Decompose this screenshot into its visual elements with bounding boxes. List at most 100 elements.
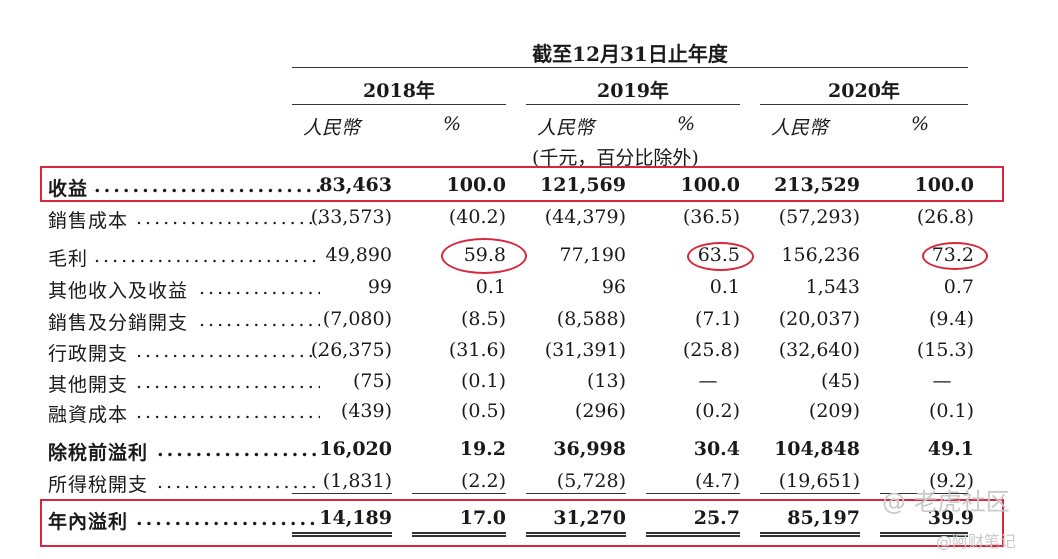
percent-label-2020: % bbox=[911, 113, 930, 135]
year-underline-2019 bbox=[526, 104, 740, 105]
row-value-col3: (4.7) bbox=[694, 470, 740, 492]
row-value-col0: 99 bbox=[367, 276, 392, 298]
leader-dots: ............................. bbox=[94, 245, 320, 267]
row-value-col3: — bbox=[698, 370, 718, 392]
row-value-col2: (31,391) bbox=[544, 339, 626, 361]
row-value-col0: 14,189 bbox=[319, 507, 392, 529]
row-value-col3: 25.7 bbox=[693, 507, 740, 529]
currency-label-2020: 人民幣 bbox=[771, 117, 829, 139]
total-double-line-0 bbox=[292, 532, 392, 537]
row-value-col5: 100.0 bbox=[914, 174, 975, 196]
leader-dots: ............................. bbox=[157, 471, 320, 493]
row-value-col1: 17.0 bbox=[459, 507, 506, 529]
total-double-line-4 bbox=[760, 532, 860, 537]
row-value-col2: (5,728) bbox=[556, 470, 626, 492]
row-value-col1: (31.6) bbox=[448, 339, 506, 361]
highlight-oval-margin-2018 bbox=[441, 238, 527, 274]
row-value-col1: 19.2 bbox=[459, 438, 506, 460]
row-value-col2: (8,588) bbox=[556, 308, 626, 330]
row-value-col3: 100.0 bbox=[680, 174, 741, 196]
leader-dots: ............................. bbox=[136, 340, 320, 362]
row-value-col5: 39.9 bbox=[927, 507, 974, 529]
row-value-col0: (26,375) bbox=[310, 339, 392, 361]
row-label: 其他收入及收益 bbox=[48, 280, 189, 302]
row-value-col2: (296) bbox=[574, 400, 626, 422]
row-value-col3: 0.1 bbox=[709, 276, 740, 298]
watermark-author: @阿财笔记 bbox=[936, 532, 1017, 551]
row-value-col5: (26.8) bbox=[916, 206, 974, 228]
row-value-col1: (0.5) bbox=[460, 400, 506, 422]
unit-note: (千元，百分比除外) bbox=[532, 147, 699, 169]
period-header: 截至12月31日止年度 bbox=[532, 42, 728, 66]
row-label: 所得稅開支 bbox=[48, 474, 149, 496]
row-value-col4: 213,529 bbox=[774, 174, 860, 196]
leader-dots: ............................. bbox=[136, 207, 320, 229]
row-value-col5: 49.1 bbox=[927, 438, 974, 460]
row-value-col3: (0.2) bbox=[694, 400, 740, 422]
period-underline bbox=[292, 67, 968, 68]
year-2020: 2020年 bbox=[828, 80, 900, 102]
row-value-col4: (209) bbox=[808, 400, 860, 422]
row-value-col4: (45) bbox=[820, 370, 860, 392]
row-value-col2: 121,569 bbox=[540, 174, 626, 196]
row-value-col4: 85,197 bbox=[787, 507, 860, 529]
leader-dots: ............................. bbox=[157, 439, 320, 461]
percent-label-2018: % bbox=[443, 113, 462, 135]
row-value-col4: (32,640) bbox=[778, 339, 860, 361]
row-label: 毛利 bbox=[48, 248, 89, 270]
row-value-col0: (1,831) bbox=[322, 470, 392, 492]
leader-dots: ............................. bbox=[199, 309, 320, 331]
watermark-tiger: @ 老虎社区 bbox=[882, 488, 1010, 516]
row-value-col4: (19,651) bbox=[778, 470, 860, 492]
highlight-box-revenue bbox=[40, 166, 1004, 202]
year-underline-2018 bbox=[292, 104, 506, 105]
subtotal-line-2 bbox=[526, 493, 626, 494]
currency-label-2018: 人民幣 bbox=[303, 117, 361, 139]
leader-dots: ............................. bbox=[199, 277, 320, 299]
subtotal-line-1 bbox=[412, 493, 506, 494]
row-label: 其他開支 bbox=[48, 374, 129, 396]
leader-dots: ............................. bbox=[94, 175, 320, 197]
leader-dots: ............................. bbox=[136, 508, 320, 530]
row-value-col3: (36.5) bbox=[682, 206, 740, 228]
highlight-oval-margin-2020 bbox=[922, 242, 988, 270]
row-label: 銷售及分銷開支 bbox=[48, 312, 189, 334]
row-value-col2: (13) bbox=[586, 370, 626, 392]
row-value-col0: (75) bbox=[352, 370, 392, 392]
row-value-col0: (33,573) bbox=[310, 206, 392, 228]
row-value-col2: 36,998 bbox=[553, 438, 626, 460]
total-double-line-3 bbox=[646, 532, 740, 537]
row-value-col2: 31,270 bbox=[553, 507, 626, 529]
row-label: 銷售成本 bbox=[48, 210, 129, 232]
row-value-col3: (7.1) bbox=[694, 308, 740, 330]
row-value-col0: (7,080) bbox=[322, 308, 392, 330]
subtotal-line-5 bbox=[880, 493, 968, 494]
row-value-col4: (57,293) bbox=[778, 206, 860, 228]
row-label: 年內溢利 bbox=[48, 511, 129, 533]
row-value-col4: (20,037) bbox=[778, 308, 860, 330]
row-value-col5: (9.2) bbox=[928, 470, 974, 492]
row-label: 收益 bbox=[48, 178, 89, 200]
percent-label-2019: % bbox=[677, 113, 696, 135]
row-value-col2: (44,379) bbox=[544, 206, 626, 228]
row-value-col0: 16,020 bbox=[319, 438, 392, 460]
row-value-col5: (15.3) bbox=[916, 339, 974, 361]
row-value-col1: (2.2) bbox=[460, 470, 506, 492]
row-value-col4: 156,236 bbox=[781, 244, 860, 266]
row-value-col0: (439) bbox=[340, 400, 392, 422]
row-label: 除稅前溢利 bbox=[48, 442, 149, 464]
currency-label-2019: 人民幣 bbox=[537, 117, 595, 139]
total-double-line-2 bbox=[526, 532, 626, 537]
total-double-line-1 bbox=[412, 532, 506, 537]
row-value-col5: — bbox=[932, 370, 952, 392]
subtotal-line-4 bbox=[760, 493, 860, 494]
row-value-col0: 83,463 bbox=[319, 174, 392, 196]
year-2018: 2018年 bbox=[363, 80, 435, 102]
leader-dots: ............................. bbox=[136, 401, 320, 423]
subtotal-line-3 bbox=[646, 493, 740, 494]
row-value-col3: (25.8) bbox=[682, 339, 740, 361]
row-value-col3: 30.4 bbox=[693, 438, 740, 460]
total-double-line-5 bbox=[880, 532, 968, 537]
row-value-col5: (0.1) bbox=[928, 400, 974, 422]
row-value-col5: 0.7 bbox=[943, 276, 974, 298]
